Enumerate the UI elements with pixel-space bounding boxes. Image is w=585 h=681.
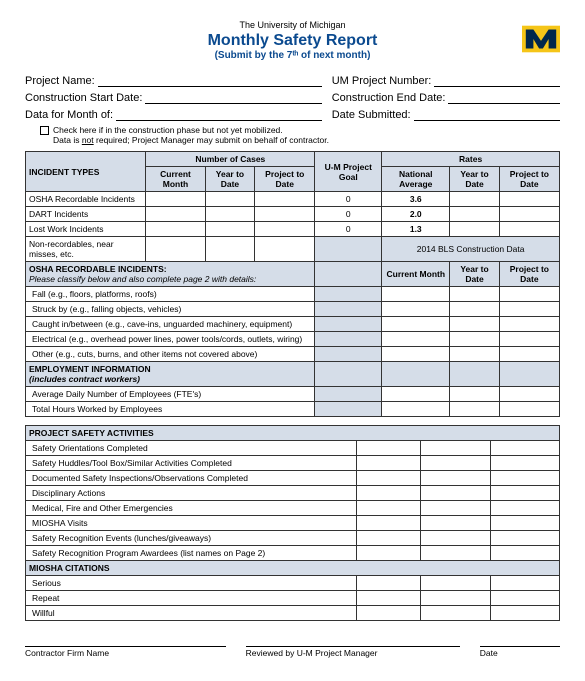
col-incident-types: INCIDENT TYPES [26,152,146,192]
emp-row-hours: Total Hours Worked by Employees [26,402,560,417]
date-submitted-field[interactable]: Date Submitted: [332,107,560,121]
osha-section-row: OSHA RECORDABLE INCIDENTS:Please classif… [26,262,560,287]
osha-row-caught: Caught in/between (e.g., cave-ins, ungua… [26,317,560,332]
project-name-field[interactable]: Project Name: [25,73,322,87]
signature-row: Contractor Firm Name Reviewed by U-M Pro… [25,646,560,658]
osha-row-fall: Fall (e.g., floors, platforms, roofs) [26,287,560,302]
col-current: Current Month [146,167,205,192]
report-title: Monthly Safety Report [25,32,560,50]
osha-row-other: Other (e.g., cuts, burns, and other item… [26,347,560,362]
col-ytd: Year to Date [205,167,254,192]
construction-end-field[interactable]: Construction End Date: [332,90,560,104]
report-subtitle: (Submit by the 7ᵗʰ of next month) [25,50,560,61]
university-name: The University of Michigan [25,20,560,30]
mobilized-checkbox[interactable] [40,126,49,135]
psa-row-1: Safety Huddles/Tool Box/Similar Activiti… [26,456,560,471]
sig-date[interactable]: Date [480,646,560,658]
col-natavg: National Average [382,167,450,192]
psa-row-6: Safety Recognition Events (lunches/givea… [26,531,560,546]
um-logo-icon [522,25,560,53]
header: The University of Michigan Monthly Safet… [25,20,560,61]
group-cases: Number of Cases [146,152,315,167]
activities-table: PROJECT SAFETY ACTIVITIES Safety Orienta… [25,425,560,621]
row-lostwork: Lost Work Incidents01.3 [26,222,560,237]
miosha-row-repeat: Repeat [26,591,560,606]
psa-row-3: Disciplinary Actions [26,486,560,501]
row-nonrecordable: Non-recordables, near misses, etc.2014 B… [26,237,560,262]
osha-row-struck: Struck by (e.g., falling objects, vehicl… [26,302,560,317]
construction-start-field[interactable]: Construction Start Date: [25,90,322,104]
bls-note: 2014 BLS Construction Data [382,237,560,262]
um-project-number-field[interactable]: UM Project Number: [332,73,560,87]
mobilized-checkbox-row: Check here if in the construction phase … [40,125,560,145]
form-fields: Project Name: UM Project Number: Constru… [25,73,560,121]
emp-section-row: EMPLOYMENT INFORMATION(includes contract… [26,362,560,387]
sig-reviewed[interactable]: Reviewed by U-M Project Manager [246,646,460,658]
psa-row-0: Safety Orientations Completed [26,441,560,456]
psa-row-7: Safety Recognition Program Awardees (lis… [26,546,560,561]
group-rates: Rates [382,152,560,167]
data-month-field[interactable]: Data for Month of: [25,107,322,121]
psa-row-5: MIOSHA Visits [26,516,560,531]
miosha-row-serious: Serious [26,576,560,591]
col-ytd2: Year to Date [450,167,499,192]
row-dart: DART Incidents02.0 [26,207,560,222]
col-ptd: Project to Date [255,167,315,192]
col-goal: U-M Project Goal [315,152,382,192]
miosha-title: MIOSHA CITATIONS [26,561,560,576]
osha-row-electrical: Electrical (e.g., overhead power lines, … [26,332,560,347]
col-ptd2: Project to Date [499,167,559,192]
miosha-row-willful: Willful [26,606,560,621]
psa-row-2: Documented Safety Inspections/Observatio… [26,471,560,486]
sig-contractor[interactable]: Contractor Firm Name [25,646,226,658]
checkbox-note: Check here if in the construction phase … [53,125,329,145]
row-osha-recordable: OSHA Recordable Incidents03.6 [26,192,560,207]
psa-title: PROJECT SAFETY ACTIVITIES [26,426,560,441]
psa-row-4: Medical, Fire and Other Emergencies [26,501,560,516]
incident-table: INCIDENT TYPES Number of Cases U-M Proje… [25,151,560,417]
emp-row-avg: Average Daily Number of Employees (FTE's… [26,387,560,402]
